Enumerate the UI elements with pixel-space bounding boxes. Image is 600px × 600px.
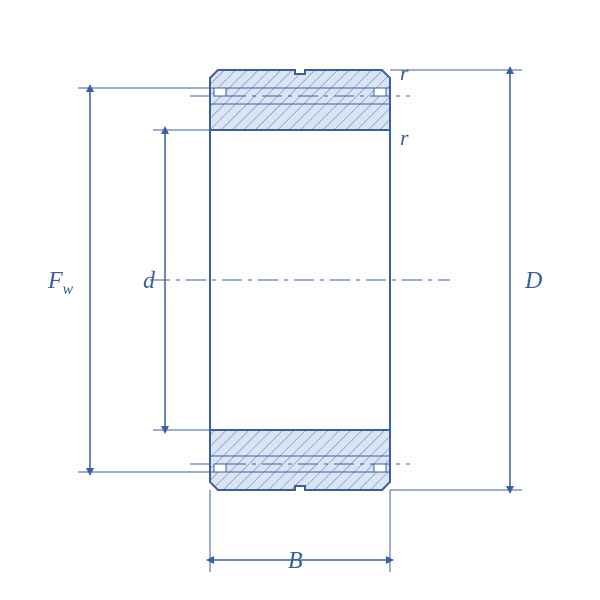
- label-d: d: [143, 268, 155, 295]
- label-B: B: [288, 548, 303, 575]
- label-D: D: [525, 268, 542, 295]
- label-r-lower: r: [400, 125, 409, 151]
- label-r-upper: r: [400, 60, 409, 86]
- diagram-svg: [0, 0, 600, 600]
- label-Fw: Fw: [48, 268, 73, 299]
- bearing-diagram: D d B Fw r r: [0, 0, 600, 600]
